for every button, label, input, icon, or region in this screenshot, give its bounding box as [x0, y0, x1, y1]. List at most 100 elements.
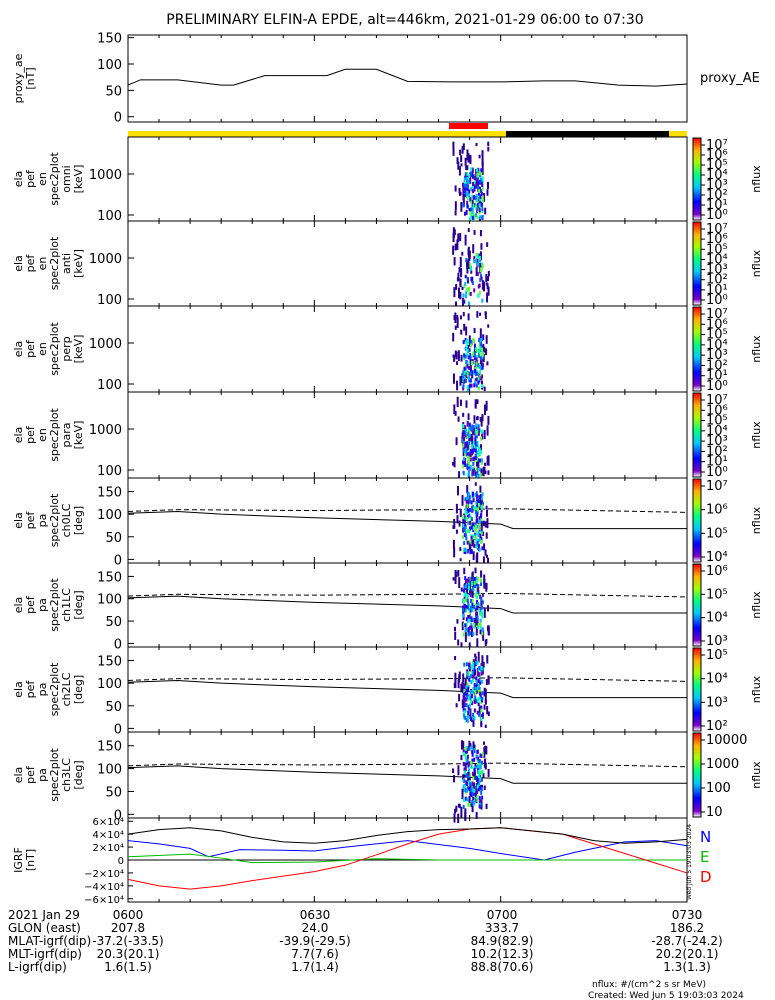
panel-omni-spectrogram-cell: [468, 174, 471, 179]
panel-ch1LC-spectrogram-cell: [483, 607, 486, 618]
panel-ch3LC-spectrogram-cell: [473, 770, 476, 780]
panel-omni-spectrogram-cell: [469, 216, 472, 221]
panel-perp-spectrogram-cell: [487, 324, 490, 328]
panel-omni-spectrogram-cell: [473, 203, 476, 208]
panel-ch1LC-spectrogram-cell: [458, 577, 461, 589]
panel-ch0LC-spectrogram-cell: [466, 514, 469, 519]
panel-anti-ylabel-1: pef: [24, 254, 37, 273]
panel-anti-spectrogram-cell: [478, 258, 481, 263]
panel-anti-spectrogram-cell: [478, 255, 481, 260]
panel-ch0LC-spectrogram-cell: [455, 529, 458, 534]
panel-omni-spectrogram-cell: [478, 203, 481, 208]
panel-ch3LC-spectrogram-cell: [462, 749, 465, 754]
panel-para-colorbar-label: 10³: [706, 434, 728, 449]
panel-para-spectrogram-cell: [462, 430, 465, 435]
panel-ch2LC-spectrogram-cell: [480, 663, 483, 668]
panel-ch3LC-spectrogram-cell: [483, 741, 486, 745]
panel-ch2LC-ylabel-5: [deg]: [72, 675, 85, 704]
panel-perp-spectrogram-cell: [470, 361, 473, 366]
panel-ch1LC-ytick-label: 50: [105, 615, 122, 630]
panel-anti-spectrogram-cell: [475, 259, 478, 264]
panel-perp-spectrogram-cell: [457, 352, 460, 362]
panel-perp-spectrogram-cell: [466, 370, 469, 375]
panel-omni-spectrogram-cell: [481, 150, 484, 156]
panel-ch3LC-spectrogram-cell: [462, 784, 465, 789]
panel-ch3LC-spectrogram-cell: [475, 790, 478, 795]
footer-row-2-val-3: -28.7(-24.2): [651, 934, 722, 948]
panel-anti-spectrogram-cell: [469, 291, 472, 296]
panel-ch3LC-spectrogram-cell: [479, 765, 482, 770]
panel-ch2LC-spectrogram-cell: [478, 677, 481, 682]
panel-ch2LC-spectrogram-cell: [480, 722, 483, 728]
panel-ch1LC-spectrogram-cell: [487, 605, 490, 612]
panel-ch1LC-spectrogram-cell: [469, 631, 472, 636]
panel-omni-spectrogram-cell: [452, 141, 455, 150]
panel-ch3LC-spectrogram-cell: [482, 772, 485, 778]
footer-row-3-val-3: 20.2(20.1): [656, 947, 719, 961]
panel-ch0LC-spectrogram-cell: [474, 528, 477, 533]
panel-ch1LC-spectrogram-cell: [475, 600, 478, 605]
panel-ch1LC-spectrogram-cell: [476, 606, 479, 611]
panel-para-spectrogram-cell: [468, 430, 471, 435]
panel-anti-spectrogram-cell: [465, 290, 468, 295]
panel-ch3LC-spectrogram-cell: [475, 811, 478, 819]
footer-row-0-val-0: 0600: [113, 908, 144, 922]
panel-perp-spectrogram-cell: [462, 384, 465, 389]
panel-ch1LC-ylabel-5: [deg]: [72, 590, 85, 619]
panel-ch3LC-spectrogram-cell: [467, 762, 470, 767]
panel-ch0LC-spectrogram-cell: [466, 503, 469, 508]
panel-ch0LC-spectrogram-cell: [471, 491, 474, 496]
panel-para-ylabel-3: spec2plot: [48, 408, 61, 462]
panel-anti-spectrogram-cell: [479, 262, 482, 274]
panel-para-spectrogram-cell: [464, 452, 467, 457]
panel-para-spectrogram-cell: [453, 404, 456, 415]
panel-perp-spectrogram-cell: [462, 386, 465, 391]
panel-omni-spectrogram-cell: [473, 187, 476, 192]
panel-perp-spectrogram-cell: [480, 366, 483, 371]
panel-ch0LC-spectrogram-cell: [480, 539, 483, 544]
panel-ch2LC-spectrogram-cell: [474, 660, 477, 665]
panel-ch1LC-spectrogram-cell: [467, 578, 470, 583]
panel-ch2LC-anti-loss-cone-line: [127, 677, 688, 682]
panel-ch2LC-spectrogram-cell: [477, 689, 480, 694]
panel-omni-spectrogram-cell: [478, 186, 481, 191]
panel-ch3LC-spectrogram-cell: [472, 776, 475, 781]
panel-ch1LC-spectrogram-cell: [481, 605, 484, 610]
panel-ch0LC-spectrogram-cell: [471, 505, 474, 510]
panel-ch1LC-spectrogram-cell: [457, 569, 460, 577]
panel-para-spectrogram-cell: [484, 462, 487, 466]
panel-omni-spectrogram-cell: [464, 186, 467, 191]
panel-ch3LC-ytick-label: 150: [97, 740, 122, 755]
panel-perp-colorbar-label: 10⁷: [706, 307, 728, 322]
panel-omni-spectrogram-cell: [471, 209, 474, 214]
panel-ch3LC-spectrogram-cell: [479, 762, 482, 767]
panel-ch3LC-spectrogram-cell: [461, 788, 464, 800]
panel-perp-spectrogram-cell: [474, 378, 477, 383]
panel-ch0LC-spectrogram-cell: [474, 524, 477, 529]
panel-perp-spectrogram-cell: [475, 371, 478, 376]
panel-para-spectrogram-cell: [481, 435, 484, 440]
side-stamp: Wed Jun 5 19:03:03 2024: [686, 824, 693, 900]
panel-ch0LC-spectrogram-cell: [482, 556, 485, 563]
panel-ch1LC-spectrogram-cell: [464, 576, 467, 581]
panel-perp-spectrogram-cell: [477, 363, 480, 368]
panel-ch2LC-spectrogram-cell: [463, 688, 466, 693]
panel-para-spectrogram-cell: [476, 471, 479, 476]
panel-anti-spectrogram-cell: [476, 271, 479, 276]
panel-ch3LC-ytick-label: 100: [97, 763, 122, 778]
panel-perp-spectrogram-cell: [478, 364, 481, 369]
panel-ch2LC-spectrogram-cell: [481, 655, 484, 666]
panel-ch3LC-spectrogram-cell: [452, 768, 455, 774]
panel-anti-spectrogram-cell: [487, 270, 490, 277]
panel-ch1LC-spectrogram-cell: [475, 621, 478, 626]
panel-anti-spectrogram-cell: [472, 244, 475, 254]
footer-row-0-val-3: 0730: [672, 908, 703, 922]
footer-row-0-val-1: 0630: [300, 908, 331, 922]
panel-ch1LC-spectrogram-cell: [472, 631, 475, 636]
panel-para-spectrogram-cell: [463, 437, 466, 442]
panel-ch2LC-spectrogram-cell: [479, 680, 482, 685]
panel-ch0LC-ylabel-4: ch0LC: [60, 503, 73, 537]
panel-omni-spectrogram-cell: [462, 203, 465, 208]
panel-omni-spectrogram-cell: [476, 185, 479, 190]
status-bar-black: [506, 131, 669, 137]
